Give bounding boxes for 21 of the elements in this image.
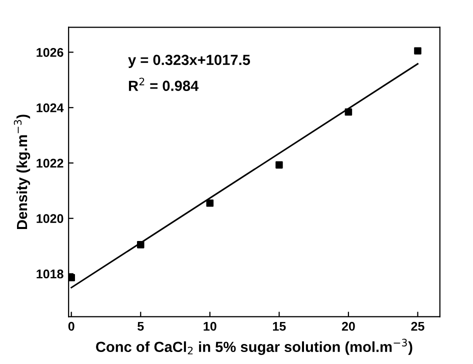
x-tick-label: 20 (342, 322, 355, 331)
point (414, 47, 422, 54)
annotation: R$^{2}$ = 0.984 (128, 78, 199, 91)
x-tick-label: 15 (273, 322, 286, 331)
point (344, 108, 352, 116)
x-tick-label: 5 (138, 322, 144, 331)
y-tick-label: 1020 (36, 214, 64, 224)
x-axis-title: Conc of CaCl$_{2}$ in 5% sugar solution (mol.m$^{−3}$) (96, 338, 412, 355)
y-tick-label: 1018 (36, 270, 64, 278)
annotation: y = 0.323x+1017.5 (128, 54, 250, 68)
y-tick-label: 1022 (36, 158, 64, 168)
point (136, 241, 144, 248)
point (206, 200, 214, 207)
y-axis-title: Density (kg.m$^{−3}$) (14, 114, 30, 230)
y-tick-label: 1026 (36, 48, 64, 57)
point (276, 161, 283, 169)
x-tick-label: 0 (68, 322, 74, 331)
y-tick-label: 1024 (36, 103, 64, 112)
point (68, 274, 75, 282)
x-tick-label: 10 (204, 322, 216, 331)
x-tick-label: 25 (411, 322, 424, 331)
